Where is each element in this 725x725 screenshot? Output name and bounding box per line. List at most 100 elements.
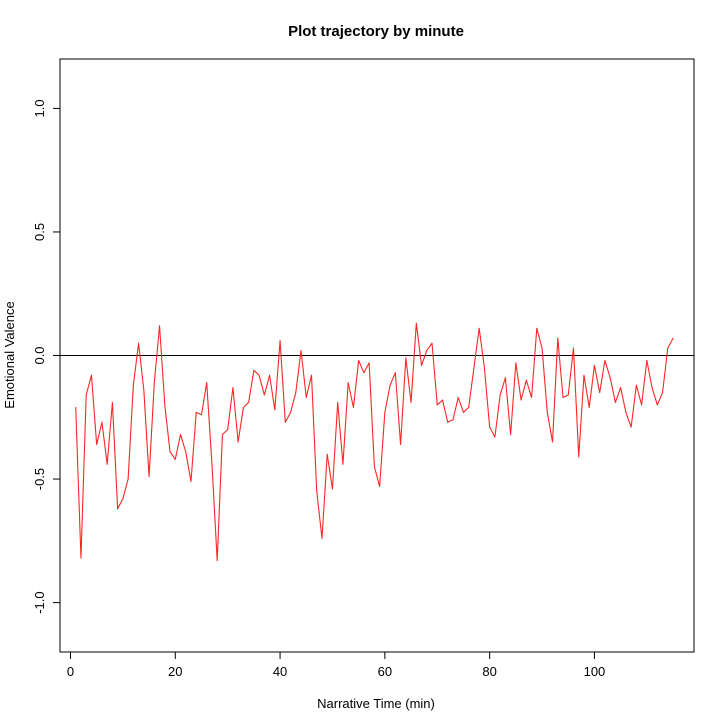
data-point bbox=[426, 350, 428, 352]
data-point bbox=[138, 342, 140, 344]
data-point bbox=[290, 411, 292, 413]
x-tick-label: 80 bbox=[482, 664, 496, 679]
data-point bbox=[510, 434, 512, 436]
data-point bbox=[342, 463, 344, 465]
data-point bbox=[274, 409, 276, 411]
data-point bbox=[646, 359, 648, 361]
data-point bbox=[662, 392, 664, 394]
data-point bbox=[557, 337, 559, 339]
data-point bbox=[436, 404, 438, 406]
data-point bbox=[536, 327, 538, 329]
data-point bbox=[552, 441, 554, 443]
data-point bbox=[279, 340, 281, 342]
data-point bbox=[468, 406, 470, 408]
data-point bbox=[667, 347, 669, 349]
data-point bbox=[316, 490, 318, 492]
data-point bbox=[216, 560, 218, 562]
data-point bbox=[75, 406, 77, 408]
data-point bbox=[85, 394, 87, 396]
data-point bbox=[352, 406, 354, 408]
data-point bbox=[311, 374, 312, 376]
data-point bbox=[588, 406, 590, 408]
data-point bbox=[541, 347, 543, 349]
y-tick-label: -1.0 bbox=[32, 591, 47, 613]
data-point bbox=[200, 414, 202, 416]
data-point bbox=[117, 508, 119, 510]
data-point bbox=[248, 401, 250, 403]
data-point bbox=[604, 359, 606, 361]
data-point bbox=[106, 463, 108, 465]
data-point bbox=[190, 481, 192, 483]
x-tick-label: 100 bbox=[584, 664, 606, 679]
series-line bbox=[75, 322, 674, 562]
data-point bbox=[442, 399, 443, 401]
data-point bbox=[457, 397, 459, 398]
data-point bbox=[641, 404, 643, 406]
x-tick-label: 0 bbox=[67, 664, 74, 679]
y-tick-label: 0.5 bbox=[32, 223, 47, 241]
data-point bbox=[321, 537, 323, 539]
data-point bbox=[531, 397, 533, 398]
series-vertices bbox=[75, 322, 674, 562]
data-point bbox=[300, 350, 302, 352]
data-point bbox=[504, 377, 506, 379]
x-axis-label: Narrative Time (min) bbox=[317, 696, 435, 711]
data-point bbox=[180, 434, 182, 436]
data-point bbox=[326, 453, 328, 455]
data-point bbox=[373, 466, 375, 468]
data-point bbox=[473, 367, 475, 369]
data-point bbox=[583, 374, 585, 376]
data-point bbox=[410, 401, 412, 403]
y-tick-label: -0.5 bbox=[32, 468, 47, 490]
data-point bbox=[211, 463, 213, 465]
data-point bbox=[305, 397, 307, 398]
y-axis-label: Emotional Valence bbox=[2, 301, 17, 408]
data-point bbox=[337, 401, 339, 403]
data-point bbox=[462, 411, 464, 413]
data-point bbox=[431, 342, 433, 344]
y-axis: -1.0 -0.5 0.0 0.5 1.0 bbox=[32, 99, 61, 614]
x-tick-label: 40 bbox=[273, 664, 287, 679]
x-axis: 0 20 40 60 80 100 bbox=[67, 651, 606, 679]
data-point bbox=[578, 456, 580, 458]
data-point bbox=[546, 411, 548, 413]
x-tick-label: 20 bbox=[168, 664, 182, 679]
data-point bbox=[111, 401, 113, 403]
series-group bbox=[75, 322, 674, 562]
data-point bbox=[656, 404, 658, 406]
data-point bbox=[174, 458, 176, 460]
data-point bbox=[562, 397, 564, 398]
data-point bbox=[242, 406, 244, 408]
data-point bbox=[90, 374, 92, 376]
data-point bbox=[520, 399, 522, 401]
y-tick-label: 0.0 bbox=[32, 346, 47, 364]
data-point bbox=[609, 377, 611, 379]
data-point bbox=[651, 387, 653, 389]
data-point bbox=[221, 434, 223, 436]
data-point bbox=[206, 382, 208, 384]
data-point bbox=[599, 392, 601, 394]
data-point bbox=[295, 392, 297, 394]
data-point bbox=[635, 384, 637, 386]
data-point bbox=[169, 451, 171, 453]
x-tick-label: 60 bbox=[378, 664, 392, 679]
data-point bbox=[478, 327, 480, 329]
data-point bbox=[394, 372, 396, 374]
data-point bbox=[148, 476, 150, 478]
data-point bbox=[143, 389, 145, 391]
data-point bbox=[567, 394, 569, 396]
data-point bbox=[379, 485, 381, 487]
data-point bbox=[625, 411, 627, 413]
data-point bbox=[153, 382, 155, 384]
data-point bbox=[331, 488, 333, 490]
data-point bbox=[494, 436, 496, 438]
data-point bbox=[525, 379, 527, 381]
data-point bbox=[132, 384, 134, 386]
data-point bbox=[232, 387, 234, 389]
data-point bbox=[269, 374, 271, 376]
data-point bbox=[237, 441, 239, 443]
data-point bbox=[483, 367, 485, 369]
data-point bbox=[400, 443, 402, 445]
data-point bbox=[347, 382, 349, 384]
